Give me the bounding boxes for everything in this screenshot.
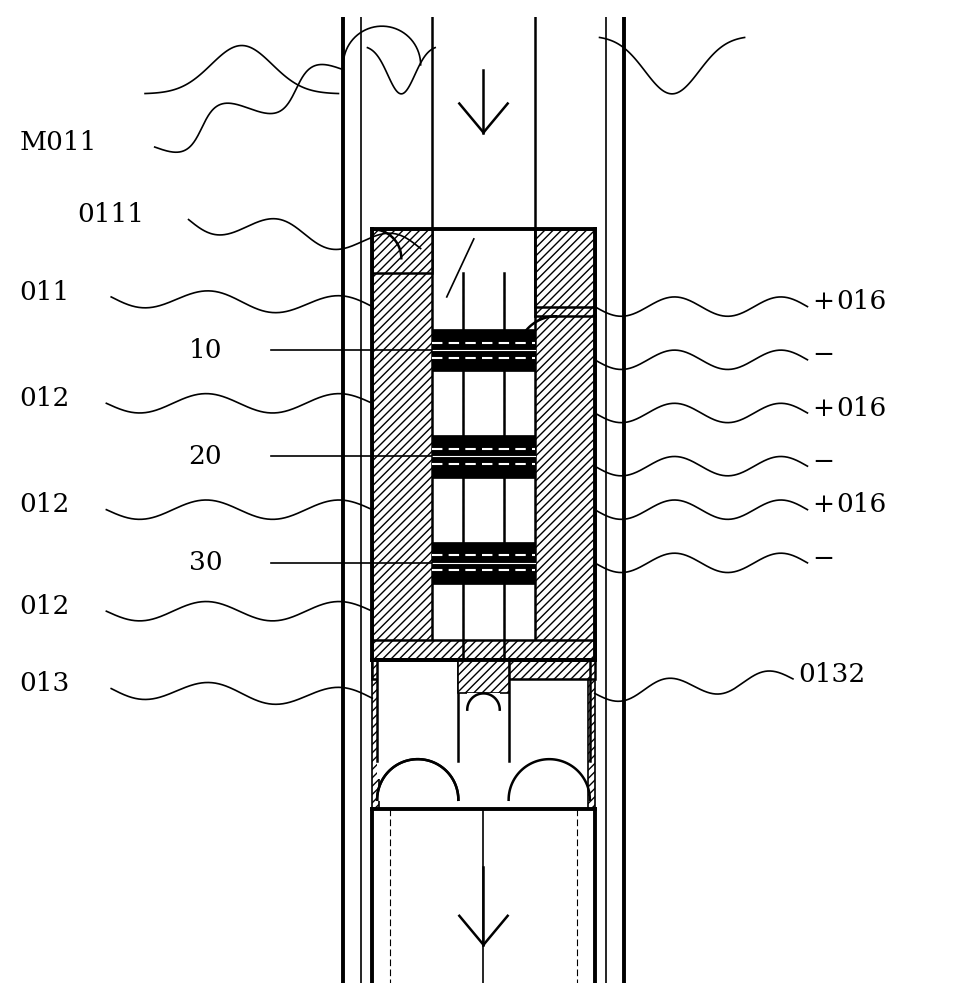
Bar [535,229,595,307]
Text: 011: 011 [19,280,70,305]
Text: 0132: 0132 [798,662,865,687]
Text: 30: 30 [189,550,222,575]
Bar [372,640,595,679]
Bar [432,542,535,584]
Text: −: − [812,342,835,367]
Bar [458,660,509,693]
Text: 016: 016 [836,289,887,314]
Text: +: + [812,396,835,421]
Text: −: − [812,449,835,474]
Bar [432,435,535,478]
Text: 20: 20 [189,444,222,469]
Bar [588,660,595,809]
Text: +: + [812,289,835,314]
Bar [467,693,500,710]
Bar [377,660,458,779]
Bar [372,660,379,809]
Text: 012: 012 [19,594,70,619]
Text: 016: 016 [836,396,887,421]
Text: 016: 016 [836,492,887,517]
Text: 012: 012 [19,386,70,411]
Text: 10: 10 [189,338,222,363]
Text: −: − [812,546,835,571]
Text: 0111: 0111 [77,202,144,227]
Text: M011: M011 [19,130,97,155]
Bar [432,329,535,371]
Text: 012: 012 [19,492,70,517]
Text: 013: 013 [19,671,70,696]
Bar [535,229,595,660]
Text: +: + [812,492,835,517]
Bar [432,229,535,660]
Bar [372,229,432,660]
Bar [372,229,432,273]
